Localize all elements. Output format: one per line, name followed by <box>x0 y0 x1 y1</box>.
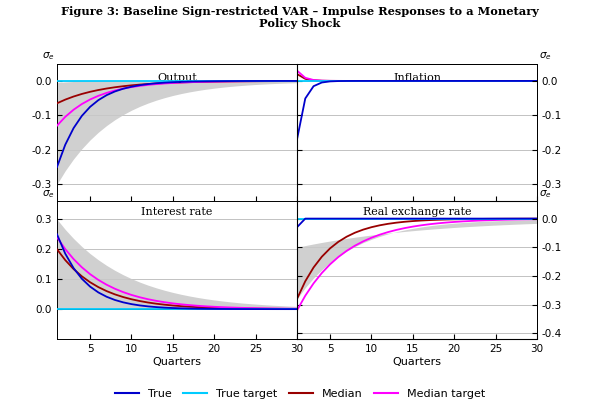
Text: $\sigma_e$: $\sigma_e$ <box>42 188 55 200</box>
Text: Output: Output <box>157 73 197 83</box>
Legend: True, True target, Median, Median target: True, True target, Median, Median target <box>110 385 490 403</box>
X-axis label: Quarters: Quarters <box>392 357 442 367</box>
Text: $\sigma_e$: $\sigma_e$ <box>42 51 55 62</box>
Text: Policy Shock: Policy Shock <box>259 18 341 30</box>
Text: Real exchange rate: Real exchange rate <box>363 207 471 217</box>
Text: Inflation: Inflation <box>393 73 441 83</box>
Text: Interest rate: Interest rate <box>142 207 212 217</box>
Text: $\sigma_e$: $\sigma_e$ <box>539 188 552 200</box>
Text: Figure 3: Baseline Sign-restricted VAR – Impulse Responses to a Monetary: Figure 3: Baseline Sign-restricted VAR –… <box>61 6 539 17</box>
Text: $\sigma_e$: $\sigma_e$ <box>539 51 552 62</box>
X-axis label: Quarters: Quarters <box>152 357 202 367</box>
